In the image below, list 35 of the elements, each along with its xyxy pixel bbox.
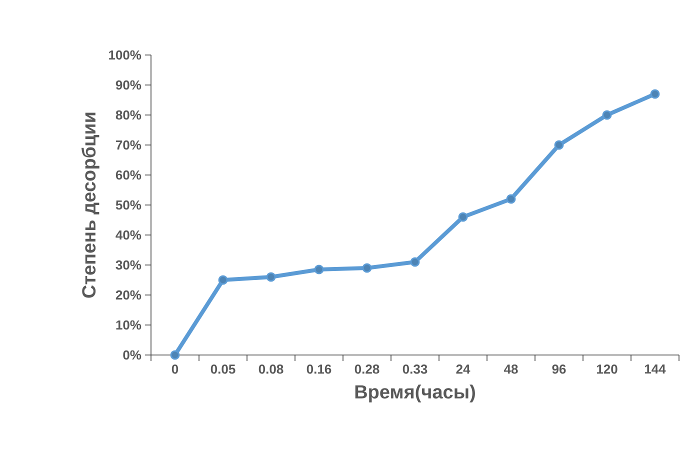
x-tick-label: 96 bbox=[552, 364, 566, 374]
point bbox=[554, 140, 564, 150]
x-tick-label: 0.28 bbox=[354, 364, 380, 374]
x-tick-label: 24 bbox=[456, 364, 470, 374]
y-tick-label: 40% bbox=[116, 230, 142, 240]
point bbox=[170, 350, 180, 360]
y-tick-label: 90% bbox=[116, 80, 142, 90]
x-tick-label: 0.16 bbox=[306, 364, 332, 374]
point bbox=[314, 264, 324, 274]
y-tick-label: 80% bbox=[116, 110, 142, 120]
y-tick-label: 70% bbox=[116, 140, 142, 150]
y-tick-label: 60% bbox=[116, 170, 142, 180]
x-tick-label: 0 bbox=[172, 364, 178, 374]
point bbox=[410, 257, 420, 267]
x-tick-label: 120 bbox=[596, 364, 618, 374]
y-axis-title: Степень десорбции bbox=[81, 112, 100, 298]
x-tick-label: 48 bbox=[504, 364, 518, 374]
x-tick-label: 0.05 bbox=[210, 364, 236, 374]
x-tick-label: 144 bbox=[644, 364, 666, 374]
y-tick-label: 10% bbox=[116, 320, 142, 330]
point bbox=[602, 110, 612, 120]
y-tick-label: 50% bbox=[116, 200, 142, 210]
x-tick-label: 0.33 bbox=[402, 364, 428, 374]
x-tick-label: 0.08 bbox=[258, 364, 284, 374]
point bbox=[458, 212, 468, 222]
y-tick-label: 20% bbox=[116, 290, 142, 300]
point bbox=[506, 194, 516, 204]
y-tick-label: 100% bbox=[109, 50, 142, 60]
y-tick-label: 30% bbox=[116, 260, 142, 270]
point bbox=[218, 275, 228, 285]
x-axis-title: Время(часы) bbox=[355, 384, 475, 402]
point bbox=[362, 263, 372, 273]
y-tick-label: 0% bbox=[123, 350, 142, 360]
point bbox=[266, 272, 276, 282]
point bbox=[650, 89, 660, 99]
